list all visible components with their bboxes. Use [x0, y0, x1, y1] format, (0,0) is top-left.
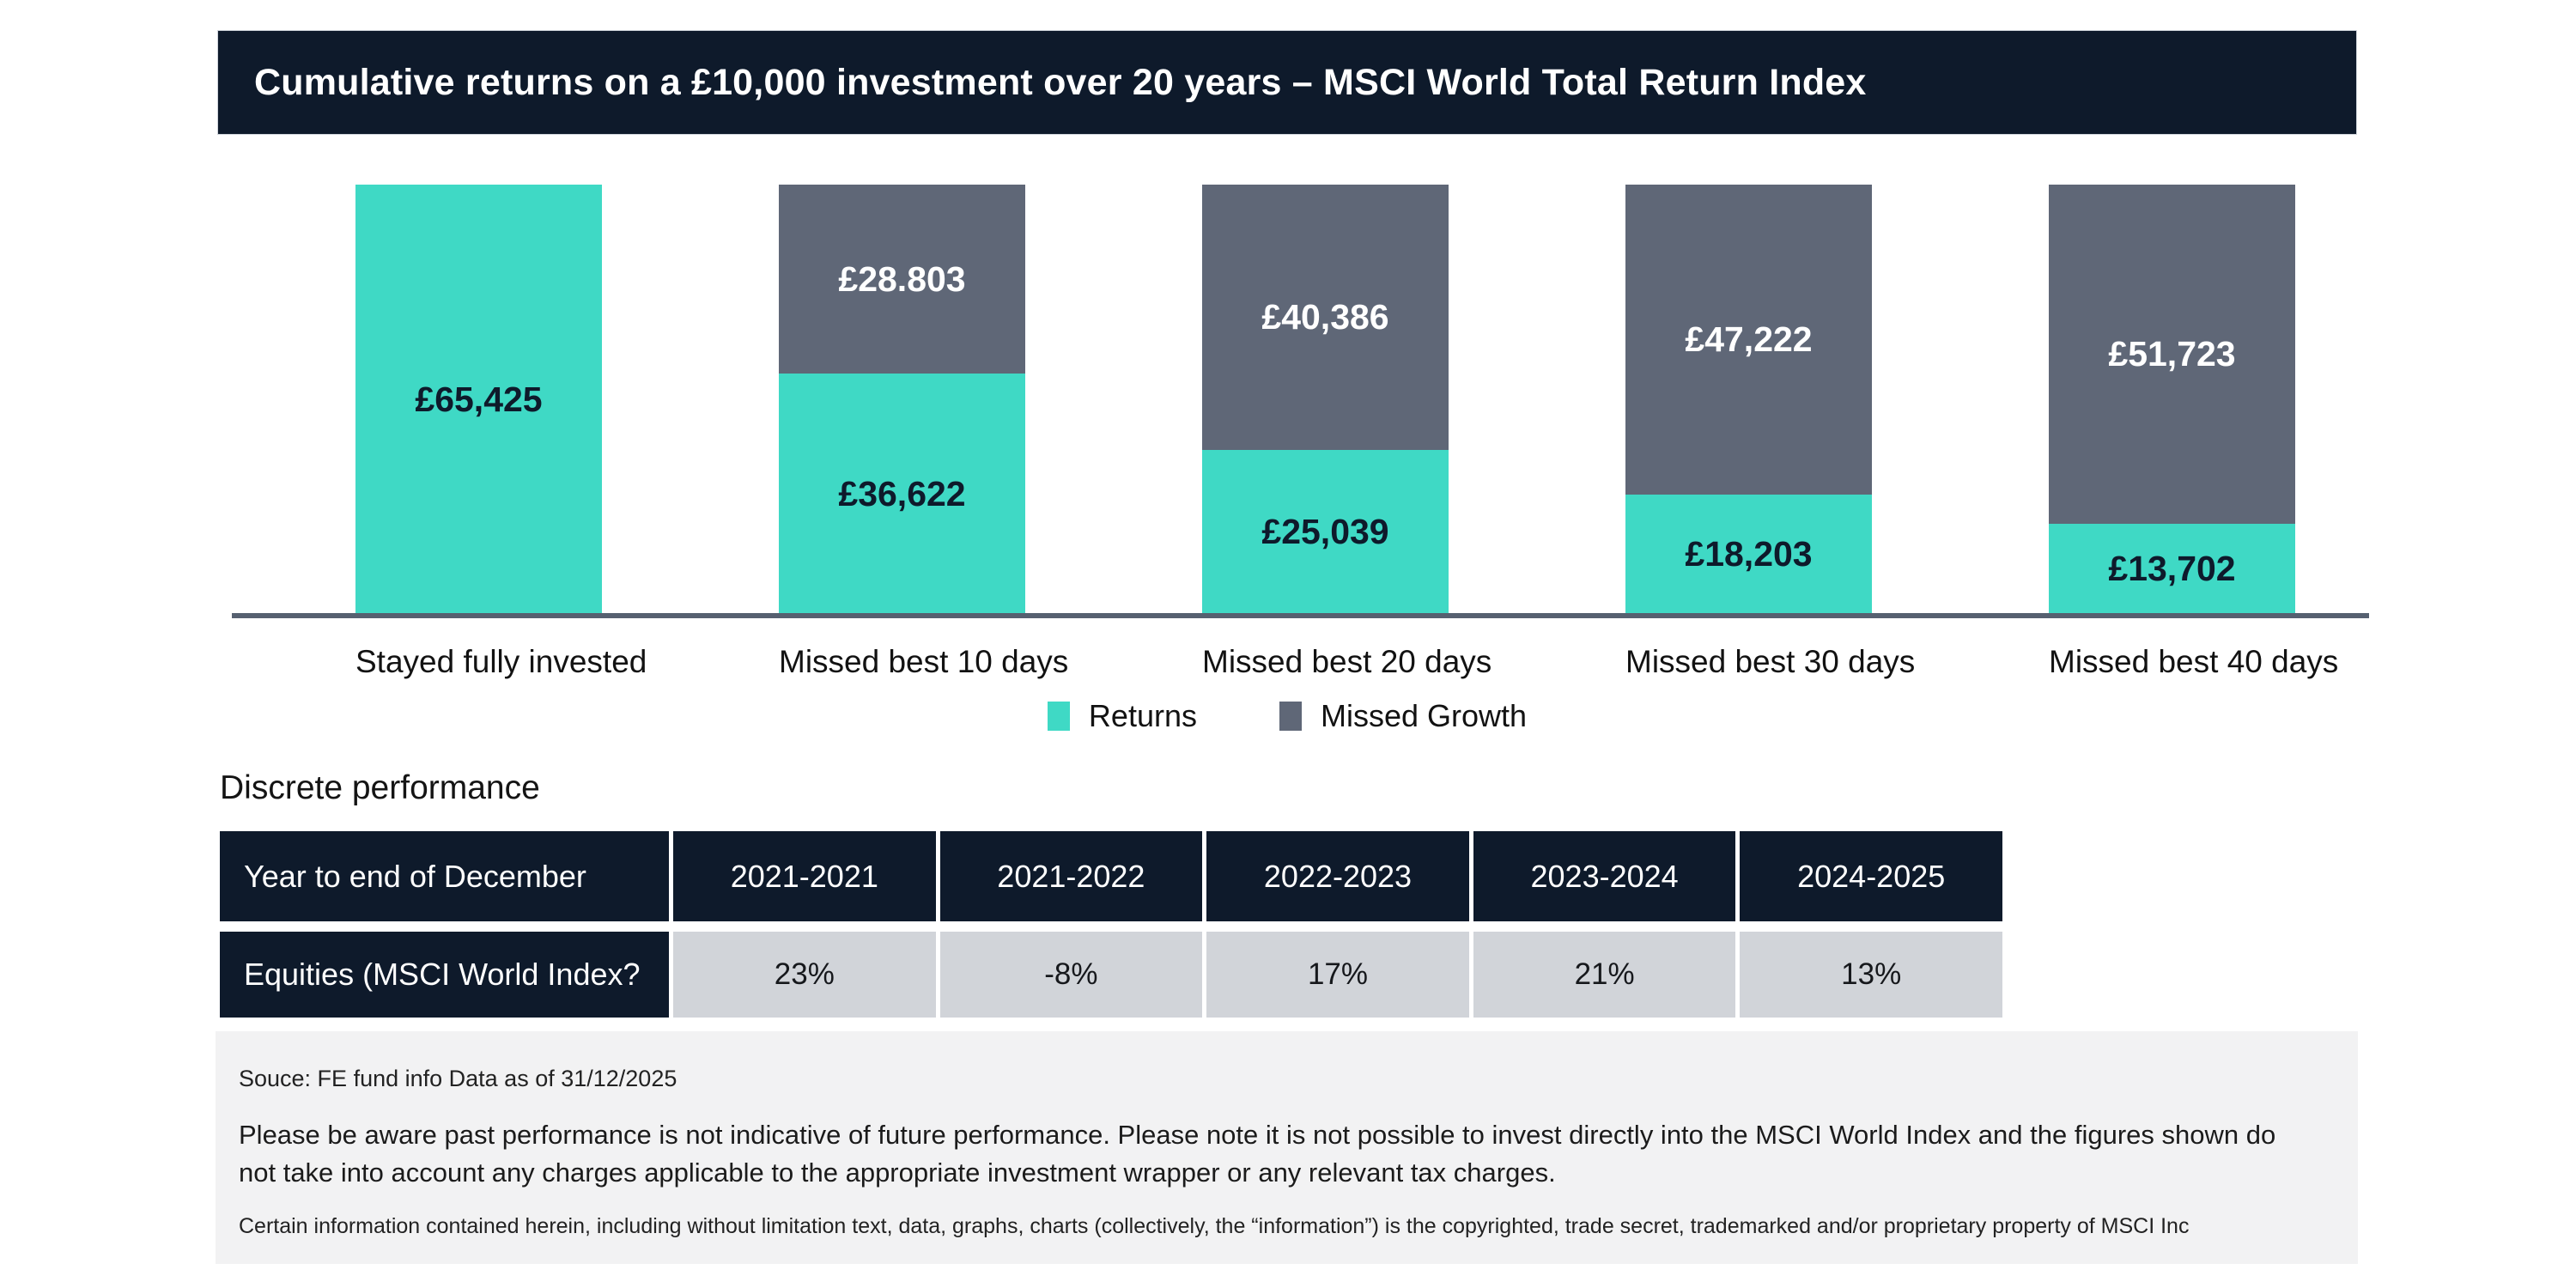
- table-header-cell: 2024-2025: [1740, 831, 2002, 921]
- bar-value-label: £65,425: [415, 379, 543, 419]
- legend-label: Missed Growth: [1320, 698, 1528, 733]
- bar-segment-missed-growth: £47,222: [1625, 185, 1872, 495]
- legend-item: Returns: [1047, 698, 1197, 734]
- legend-swatch-icon: [1279, 702, 1302, 731]
- source-note: Souce: FE fund info Data as of 31/12/202…: [239, 1066, 677, 1091]
- bar-segment-returns: £18,203: [1625, 494, 1872, 614]
- bar-value-label: £18,203: [1685, 533, 1813, 574]
- bar-segment-returns: £65,425: [355, 185, 602, 614]
- bar-segment-missed-growth: £28.803: [779, 185, 1025, 374]
- bar-segment-returns: £13,702: [2049, 524, 2295, 614]
- table-header-cell: 2023-2024: [1473, 831, 1736, 921]
- bar-column-5: £51,723 £13,702: [2049, 185, 2295, 614]
- table-cell: 23%: [673, 932, 936, 1018]
- legend-label: Returns: [1088, 698, 1197, 733]
- msci-copyright-note: Certain information contained herein, in…: [239, 1214, 2190, 1238]
- bar-value-label: £51,723: [2108, 334, 2236, 374]
- table-section-title: Discrete performance: [220, 769, 540, 806]
- legend-swatch-icon: [1047, 702, 1070, 731]
- bar-value-label: £28.803: [838, 258, 966, 299]
- footnotes-panel: Souce: FE fund info Data as of 31/12/202…: [216, 1031, 2358, 1264]
- bar-column-2: £28.803 £36,622: [779, 185, 1025, 614]
- x-axis-label: Missed best 40 days: [2049, 644, 2339, 679]
- x-axis-line: [232, 613, 2369, 618]
- x-axis-label: Stayed fully invested: [355, 644, 647, 679]
- discrete-performance-table: Year to end of December 2021-2021 2021-2…: [220, 831, 2002, 1018]
- table-header-cell: 2021-2022: [939, 831, 1203, 921]
- bar-column-1: £65,425: [355, 185, 602, 614]
- chart-legend: Returns Missed Growth: [217, 697, 2357, 735]
- x-axis-label: Missed best 20 days: [1202, 644, 1492, 679]
- bar-value-label: £40,386: [1261, 296, 1389, 337]
- table-cell: -8%: [939, 932, 1203, 1018]
- disclaimer-text: Please be aware past performance is not …: [239, 1120, 2276, 1188]
- x-axis-label: Missed best 10 days: [779, 644, 1069, 679]
- bar-segment-returns: £36,622: [779, 374, 1025, 614]
- bar-value-label: £36,622: [838, 473, 966, 513]
- bar-column-3: £40,386 £25,039: [1202, 185, 1449, 614]
- bar-value-label: £13,702: [2108, 549, 2236, 589]
- table-header-cell: Year to end of December: [220, 831, 669, 921]
- table-cell: 21%: [1473, 932, 1736, 1018]
- chart-title: Cumulative returns on a £10,000 investme…: [254, 61, 1867, 103]
- chart-title-bar: Cumulative returns on a £10,000 investme…: [217, 30, 2357, 135]
- bar-value-label: £25,039: [1261, 511, 1389, 551]
- table-header-cell: 2021-2021: [673, 831, 936, 921]
- stacked-bar-chart: £65,425 £28.803 £36,622 £40,386 £25,039 £47,2…: [355, 185, 2295, 614]
- bar-column-4: £47,222 £18,203: [1625, 185, 1872, 614]
- x-axis-label: Missed best 30 days: [1625, 644, 1916, 679]
- table-row-label: Equities (MSCI World Index?: [220, 932, 669, 1018]
- table-cell: 17%: [1206, 932, 1469, 1018]
- bar-segment-missed-growth: £40,386: [1202, 185, 1449, 450]
- table-header-cell: 2022-2023: [1206, 831, 1469, 921]
- table-cell: 13%: [1740, 932, 2002, 1018]
- bar-segment-returns: £25,039: [1202, 449, 1449, 614]
- bar-value-label: £47,222: [1685, 319, 1813, 359]
- bar-segment-missed-growth: £51,723: [2049, 185, 2295, 525]
- legend-item: Missed Growth: [1279, 698, 1527, 734]
- x-axis-labels: Stayed fully invested Missed best 10 days…: [355, 644, 2339, 680]
